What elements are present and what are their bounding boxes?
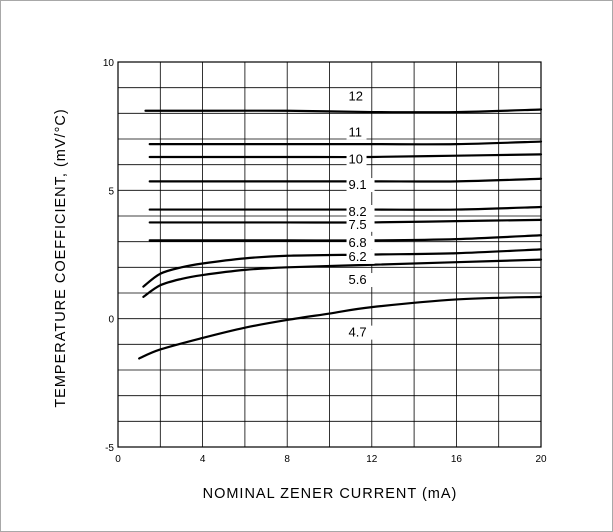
curve-label-7-5: 7.5: [349, 217, 367, 232]
x-axis-label: NOMINAL ZENER CURRENT (mA): [203, 486, 458, 502]
series-line-12: [144, 108, 543, 114]
series-line-8-2: [148, 205, 543, 211]
curve-label-bg: [346, 325, 375, 340]
grid: [118, 62, 541, 447]
x-tick-label: 4: [200, 454, 206, 465]
x-tick-label: 8: [284, 454, 290, 465]
series-line-10: [148, 153, 543, 159]
x-tick-label: 20: [535, 454, 547, 465]
plot-border: [117, 61, 542, 448]
x-tick-label: 16: [451, 454, 463, 465]
series-line-6-8: [148, 234, 543, 242]
curve-label-9-1: 9.1: [349, 177, 367, 192]
x-tick-label: 0: [115, 454, 121, 465]
series-line-7-5: [148, 218, 543, 224]
y-tick-label: -5: [105, 443, 114, 454]
curve-label-12: 12: [349, 89, 363, 104]
curve-label-bg: [346, 125, 367, 140]
series-line-9-1: [148, 177, 543, 183]
y-axis-label: TEMPERATURE COEFFICIENT, (mV/°C): [53, 108, 69, 407]
curve-label-11: 11: [349, 124, 363, 139]
y-tick-label: 0: [108, 315, 114, 326]
x-tick-label: 12: [366, 454, 378, 465]
y-tick-label: 5: [108, 186, 114, 197]
curve-label-bg: [346, 217, 375, 232]
series-line-6-2: [142, 248, 543, 288]
curve-label-bg: [346, 273, 375, 288]
y-tick-label: 10: [103, 58, 115, 69]
curve-label-6-2: 6.2: [349, 249, 367, 264]
curve-labels: 12 11 10 9.1 8.27.5 6.86.2 5.6 4.7: [346, 89, 375, 340]
curve-label-bg: [346, 89, 367, 104]
curve-label-10: 10: [349, 151, 363, 166]
curves: [138, 108, 543, 360]
curve-label-8-2: 8.2: [349, 204, 367, 219]
curve-label-bg: [346, 235, 375, 250]
curve-label-bg: [346, 205, 375, 219]
curve-label-4-7: 4.7: [349, 325, 367, 340]
curve-label-bg: [346, 152, 367, 167]
series-line-5-6: [142, 258, 543, 298]
series-line-11: [148, 140, 543, 146]
curve-label-5-6: 5.6: [349, 272, 367, 287]
series-line-4-7: [138, 295, 543, 360]
curve-label-6-8: 6.8: [349, 235, 367, 250]
curve-label-bg: [346, 249, 375, 264]
curve-label-bg: [346, 178, 375, 193]
